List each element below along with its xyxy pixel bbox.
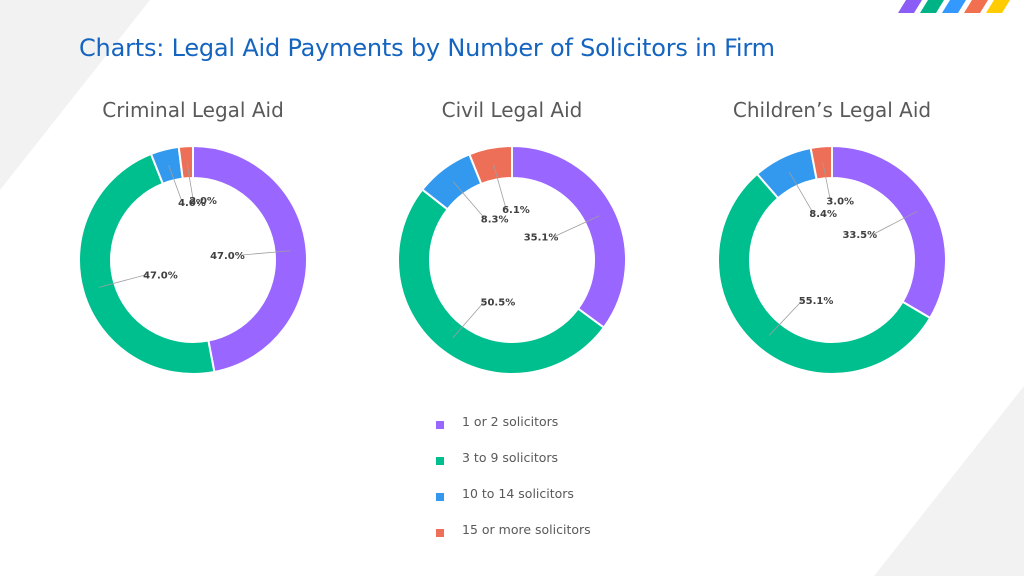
chart-title-childrens: Children’s Legal Aid xyxy=(732,98,932,122)
label-leader-line xyxy=(788,171,814,214)
label-leader-line xyxy=(554,215,600,237)
label-leader-line xyxy=(452,181,486,219)
label-leader-line xyxy=(168,164,183,203)
data-label-three-to-nine: 47.0% xyxy=(143,271,178,282)
logo-bar xyxy=(898,0,922,13)
data-label-ten-to-fourteen: 8.4% xyxy=(809,209,837,220)
donut-chart-childrens: 33.5% 55.1% 8.4% 3.0% xyxy=(717,144,947,375)
legend-swatch xyxy=(436,493,444,501)
donut-slice-fifteen-plus xyxy=(468,144,513,186)
donut-slice-fifteen-plus xyxy=(809,144,833,181)
chart-title-criminal: Criminal Legal Aid xyxy=(102,98,284,122)
donut-slice-one-or-two xyxy=(192,144,308,374)
donut-chart-criminal: 47.0% 47.0% 4.0%2.0% xyxy=(78,144,308,375)
legend-swatch xyxy=(436,529,444,537)
chart-legend: 1 or 2 solicitors 3 to 9 solicitors 10 t… xyxy=(436,414,676,558)
donut-slice-three-to-nine xyxy=(78,152,216,375)
legend-item: 10 to 14 solicitors xyxy=(436,486,676,522)
legend-label: 10 to 14 solicitors xyxy=(462,486,574,501)
legend-swatch xyxy=(436,457,444,465)
donut-slice-fifteen-plus xyxy=(177,144,194,180)
label-leader-line xyxy=(822,162,831,201)
label-leader-line xyxy=(769,299,804,336)
logo-bar xyxy=(964,0,988,13)
logo-bar xyxy=(920,0,944,13)
legend-item: 1 or 2 solicitors xyxy=(436,414,676,450)
donut-slice-one-or-two xyxy=(511,144,627,329)
logo-bar xyxy=(942,0,966,13)
donut-chart-civil: 35.1% 50.5% 8.3%6.1% xyxy=(397,144,627,375)
legend-item: 3 to 9 solicitors xyxy=(436,450,676,486)
label-leader-line xyxy=(186,162,194,201)
brand-logo-bars xyxy=(898,0,1010,13)
page-title: Charts: Legal Aid Payments by Number of … xyxy=(79,34,775,62)
label-leader-line xyxy=(492,163,507,210)
chart-civil-legal-aid: 35.1% 50.5% 8.3% 6.1% Civil Legal Aid xyxy=(362,92,662,392)
background-shape-right xyxy=(874,386,1024,576)
label-leader-line xyxy=(452,301,485,339)
data-label-fifteen-plus: 6.1% xyxy=(502,205,530,216)
legend-item: 15 or more solicitors xyxy=(436,522,676,558)
legend-swatch xyxy=(436,421,444,429)
donut-slice-three-to-nine xyxy=(397,188,606,375)
legend-label: 3 to 9 solicitors xyxy=(462,450,559,465)
legend-label: 15 or more solicitors xyxy=(462,522,591,537)
logo-bar xyxy=(986,0,1010,13)
data-label-one-or-two: 33.5% xyxy=(842,230,877,241)
data-label-ten-to-fourteen: 8.3% xyxy=(481,214,509,225)
label-leader-line xyxy=(98,274,148,288)
data-label-fifteen-plus: 2.0% xyxy=(189,196,217,207)
chart-title-civil: Civil Legal Aid xyxy=(441,98,583,122)
legend-label: 1 or 2 solicitors xyxy=(462,414,559,429)
data-label-one-or-two: 47.0% xyxy=(210,251,245,262)
data-label-three-to-nine: 55.1% xyxy=(799,296,834,307)
data-label-three-to-nine: 50.5% xyxy=(481,297,516,308)
data-label-fifteen-plus: 3.0% xyxy=(826,196,854,207)
data-label-one-or-two: 35.1% xyxy=(524,233,559,244)
chart-childrens-legal-aid: 33.5% 55.1% 8.4% 3.0% Children’s Legal Aid xyxy=(682,92,982,392)
chart-criminal-legal-aid: 47.0% 47.0% 4.0% 2.0% Criminal Legal Aid xyxy=(43,92,343,392)
label-leader-line xyxy=(240,250,291,256)
data-label-ten-to-fourteen: 4.0% xyxy=(178,198,206,209)
donut-slice-three-to-nine xyxy=(717,172,932,375)
label-leader-line xyxy=(872,211,918,235)
